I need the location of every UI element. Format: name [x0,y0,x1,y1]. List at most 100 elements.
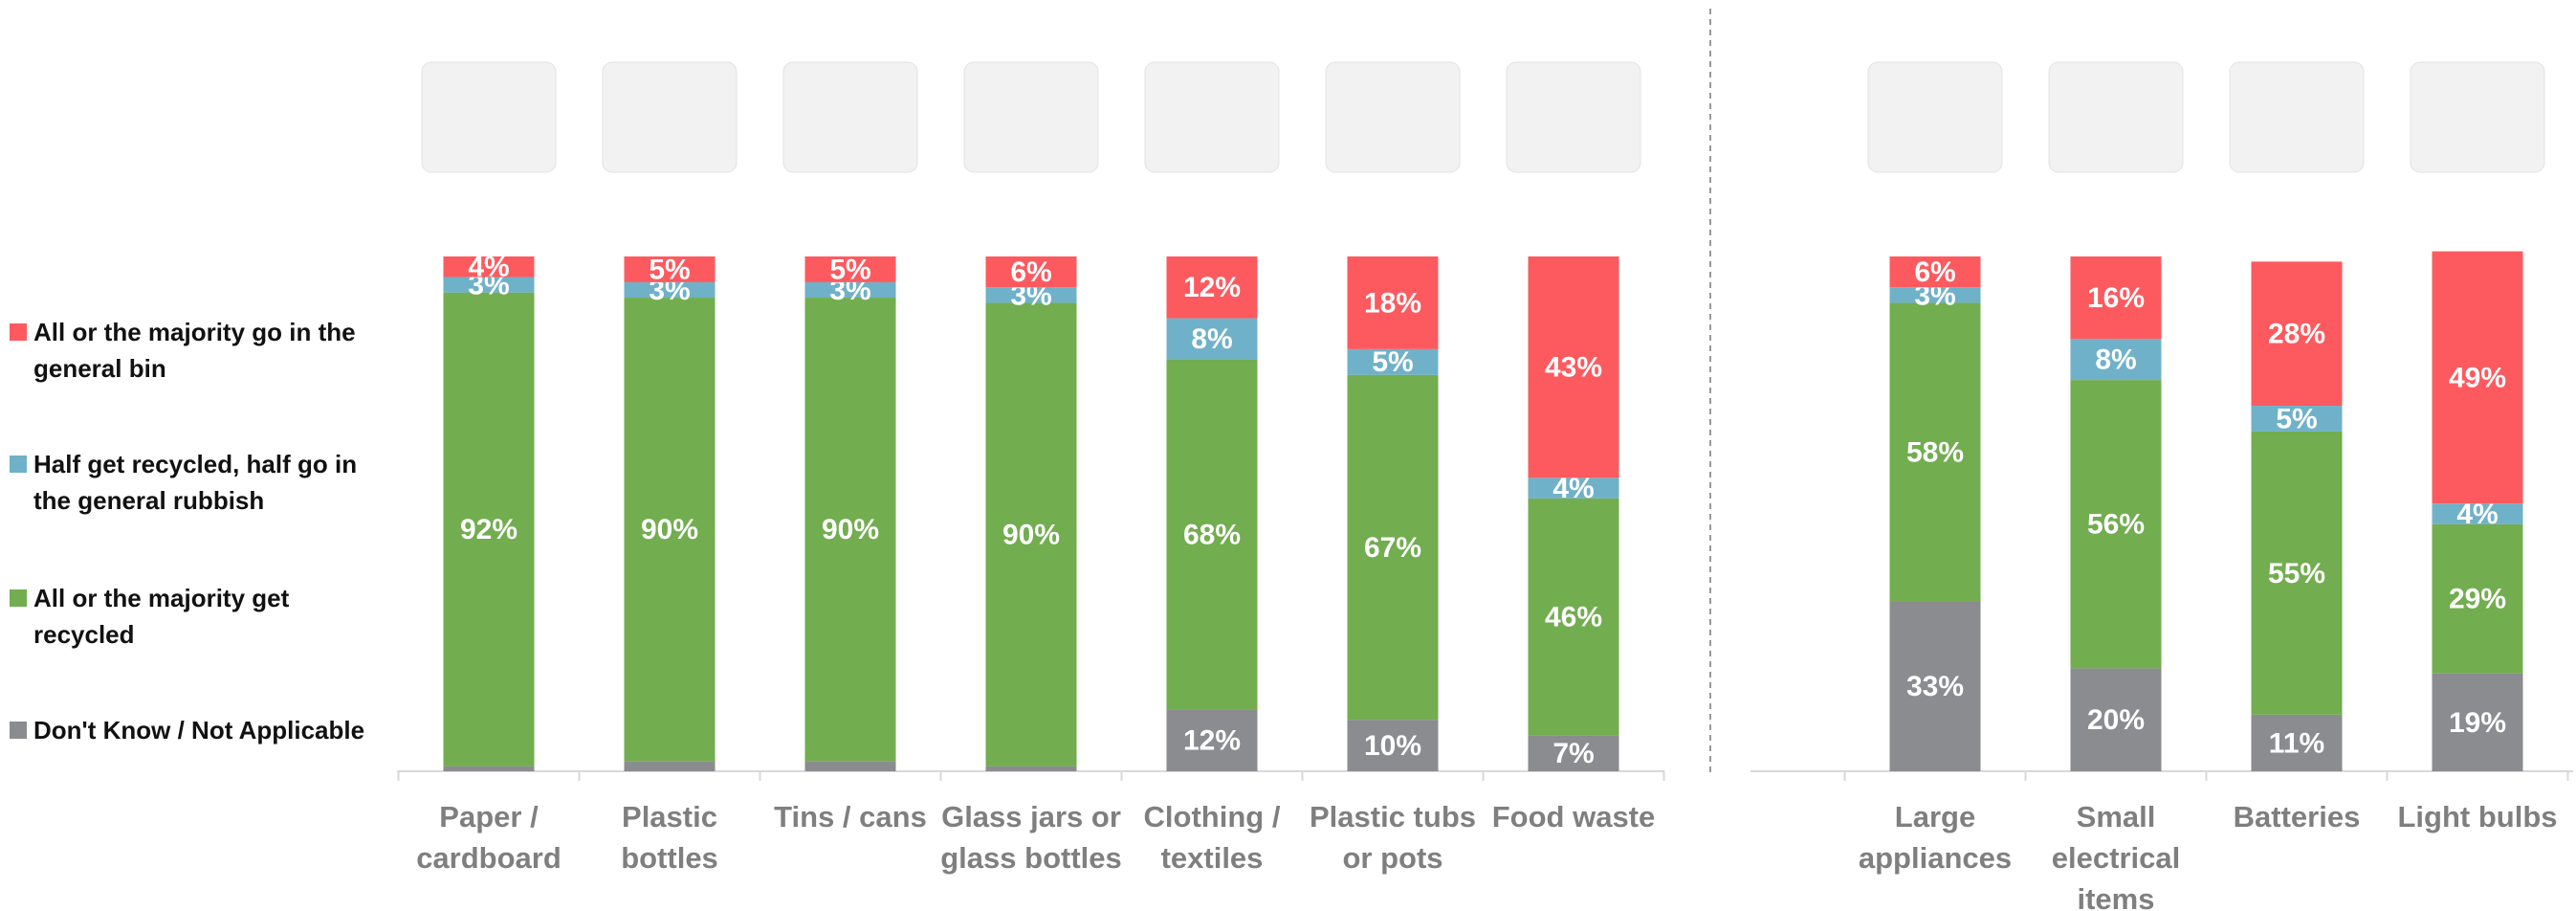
data-label: 56% [2087,509,2145,541]
data-label: 90% [641,514,698,545]
bar-segment [1528,256,1619,478]
category-icon [1506,61,1641,173]
data-label: 6% [1010,256,1051,288]
data-label: 18% [1364,287,1421,319]
bar-segment [1889,287,1981,303]
data-label: 46% [1545,602,1602,633]
bar-segment [804,256,896,282]
bar-segment [2432,503,2523,524]
data-label: 20% [2087,704,2145,736]
legend-swatch [10,456,27,473]
bar-segment [1347,348,1439,375]
bar-segment [2251,714,2343,771]
bar-segment [2251,406,2343,432]
data-label: 7% [1552,738,1594,769]
data-label: 33% [1906,671,1964,702]
data-label: 28% [2268,319,2325,350]
bar-segment [443,766,535,771]
bar-segment [624,298,716,762]
bar-segment [804,761,896,771]
x-tick-label: Large appliances [1858,800,2013,875]
data-label: 5% [1372,346,1413,378]
bar-segment [2251,261,2343,407]
data-label: 8% [2095,344,2136,376]
data-label: 11% [2269,727,2324,759]
bar-segment [1347,720,1439,771]
category-icon [1325,61,1461,173]
data-label: 5% [2276,403,2317,434]
data-label: 90% [1002,519,1060,550]
legend-swatch [10,323,27,341]
data-label: 58% [1906,436,1964,468]
category-icon [1144,61,1280,173]
category-icon [782,61,918,173]
x-tick-label: Small electrical items [2051,800,2181,911]
data-label: 90% [822,514,879,545]
bar-segment [1347,256,1439,349]
bar-segment [1889,256,1981,288]
bar-segment [1166,709,1258,771]
category-icon [1867,61,2003,173]
bar-segment [2432,251,2523,504]
data-label: 12% [1183,725,1241,757]
data-label: 4% [1552,473,1594,504]
legend-label: All or the majority get recycled [33,584,290,649]
data-label: 29% [2449,584,2506,615]
x-tick-label: Clothing / textiles [1143,800,1281,875]
bar-segment [2070,339,2162,381]
data-label: 49% [2449,362,2506,393]
data-label: 67% [1364,532,1421,564]
data-label: 8% [1191,323,1232,355]
data-label: 5% [829,254,870,285]
bar-segment [443,292,535,767]
data-label: 12% [1183,272,1241,303]
category-icon [602,61,738,173]
data-label: 92% [460,514,517,545]
x-tick-label: Plastic tubs or pots [1310,800,1476,875]
data-label: 55% [2268,558,2325,589]
data-label: 5% [649,254,690,285]
x-tick-label: Light bulbs [2397,800,2558,833]
data-label: 10% [1364,730,1421,762]
bar-segment [2432,523,2523,674]
x-tick-label: Glass jars or glass bottles [940,800,1122,875]
category-icon [2048,61,2184,173]
bar-segment [443,277,535,293]
data-label: 19% [2449,707,2506,739]
bar-segment [985,766,1077,771]
legend-label: Half get recycled, half go in the genera… [33,450,358,515]
bar-segment [624,761,716,771]
bar-segment [443,256,535,278]
bar-segment [1528,478,1619,499]
bar-segment [1347,374,1439,721]
data-label: 4% [2456,499,2498,530]
data-label: 43% [1545,352,1602,384]
data-label: 16% [2087,282,2145,314]
bar-segment [804,298,896,762]
x-tick-label: Batteries [2233,800,2361,833]
x-tick-label: Plastic bottles [621,800,718,875]
data-label: 6% [1914,256,1955,288]
x-tick-label: Tins / cans [774,800,927,833]
bar-segment [1889,601,1981,771]
x-tick-label: Paper / cardboard [416,800,561,875]
bar-segment [2432,673,2523,771]
bar-segment [1889,302,1981,602]
bar-segment [985,287,1077,303]
bar-segment [624,281,716,299]
bar-segment [2070,256,2162,340]
bar-segment [1528,735,1619,771]
bar-segment [624,256,716,282]
legend-swatch [10,722,27,739]
bar-segment [2251,431,2343,715]
data-label: 68% [1183,519,1241,550]
category-icon [2229,61,2365,173]
legend-swatch [10,589,27,607]
bar-segment [985,302,1077,767]
legend-label: All or the majority go in the general bi… [33,318,356,383]
bar-segment [1528,498,1619,736]
bar-segment [2070,380,2162,669]
bar-segment [1166,256,1258,319]
